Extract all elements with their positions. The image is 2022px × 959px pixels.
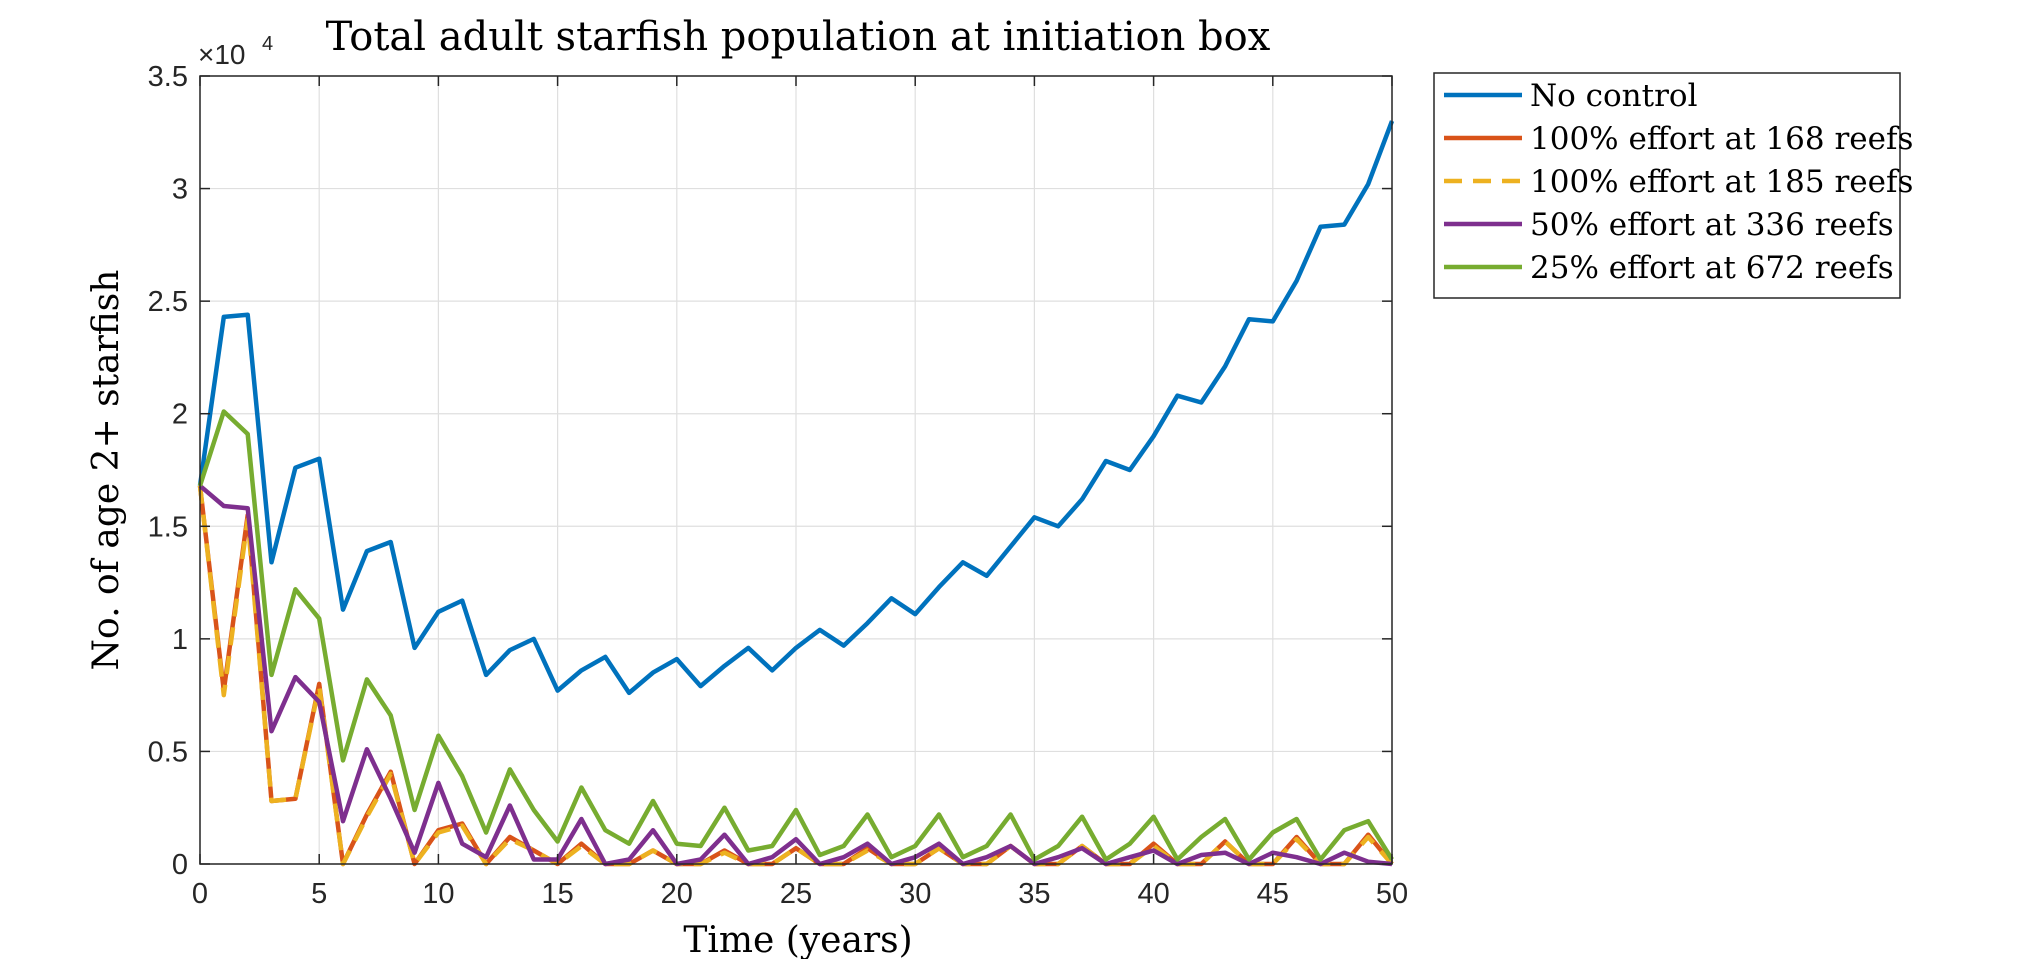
legend: No control 100% effort at 168 reefs 100% e… xyxy=(1433,72,1913,299)
x-tick-label: 25 xyxy=(780,878,812,910)
legend-box xyxy=(1433,72,1901,299)
x-tick-label: 0 xyxy=(192,878,208,910)
y-tick-label: 2 xyxy=(172,399,188,431)
legend-label-4: 50% effort at 336 reefs xyxy=(1530,207,1894,243)
y-axis-ticks: 0 0.5 1 1.5 2 2.5 3 3.5 xyxy=(148,61,1392,881)
y-tick-label: 3.5 xyxy=(148,61,188,93)
x-tick-label: 10 xyxy=(422,878,454,910)
x-tick-label: 45 xyxy=(1257,878,1289,910)
y-tick-label: 1 xyxy=(172,624,188,656)
y-tick-label: 0 xyxy=(172,849,188,881)
series-line-5 xyxy=(197,409,1394,862)
legend-label-2: 100% effort at 168 reefs xyxy=(1530,121,1913,157)
x-tick-label: 35 xyxy=(1018,878,1050,910)
x-tick-label: 15 xyxy=(541,878,573,910)
y-axis-label: No. of age 2+ starfish xyxy=(86,270,127,671)
x-tick-label: 30 xyxy=(899,878,931,910)
x-tick-label: 20 xyxy=(661,878,693,910)
legend-label-1: No control xyxy=(1530,78,1698,114)
grid-lines xyxy=(199,75,1393,865)
legend-label-5: 25% effort at 672 reefs xyxy=(1530,250,1894,286)
y-exponent-power: 4 xyxy=(262,33,273,55)
series-line-1 xyxy=(197,120,1395,696)
y-tick-label: 0.5 xyxy=(148,736,188,768)
y-axis-exponent: ×10 4 xyxy=(198,33,273,70)
series-line-4 xyxy=(198,484,1393,867)
x-tick-label: 50 xyxy=(1376,878,1408,910)
y-exponent-base: ×10 xyxy=(198,39,246,70)
x-axis-label: Time (years) xyxy=(683,920,912,959)
y-tick-label: 3 xyxy=(172,174,188,206)
x-axis-ticks: 0 5 10 15 20 25 30 35 40 45 50 xyxy=(192,76,1408,910)
legend-label-3: 100% effort at 185 reefs xyxy=(1530,164,1913,200)
x-tick-label: 5 xyxy=(311,878,327,910)
y-tick-label: 2.5 xyxy=(148,286,188,318)
x-tick-label: 40 xyxy=(1137,878,1169,910)
y-tick-label: 1.5 xyxy=(148,511,188,543)
chart-title: Total adult starfish population at initi… xyxy=(326,14,1271,60)
